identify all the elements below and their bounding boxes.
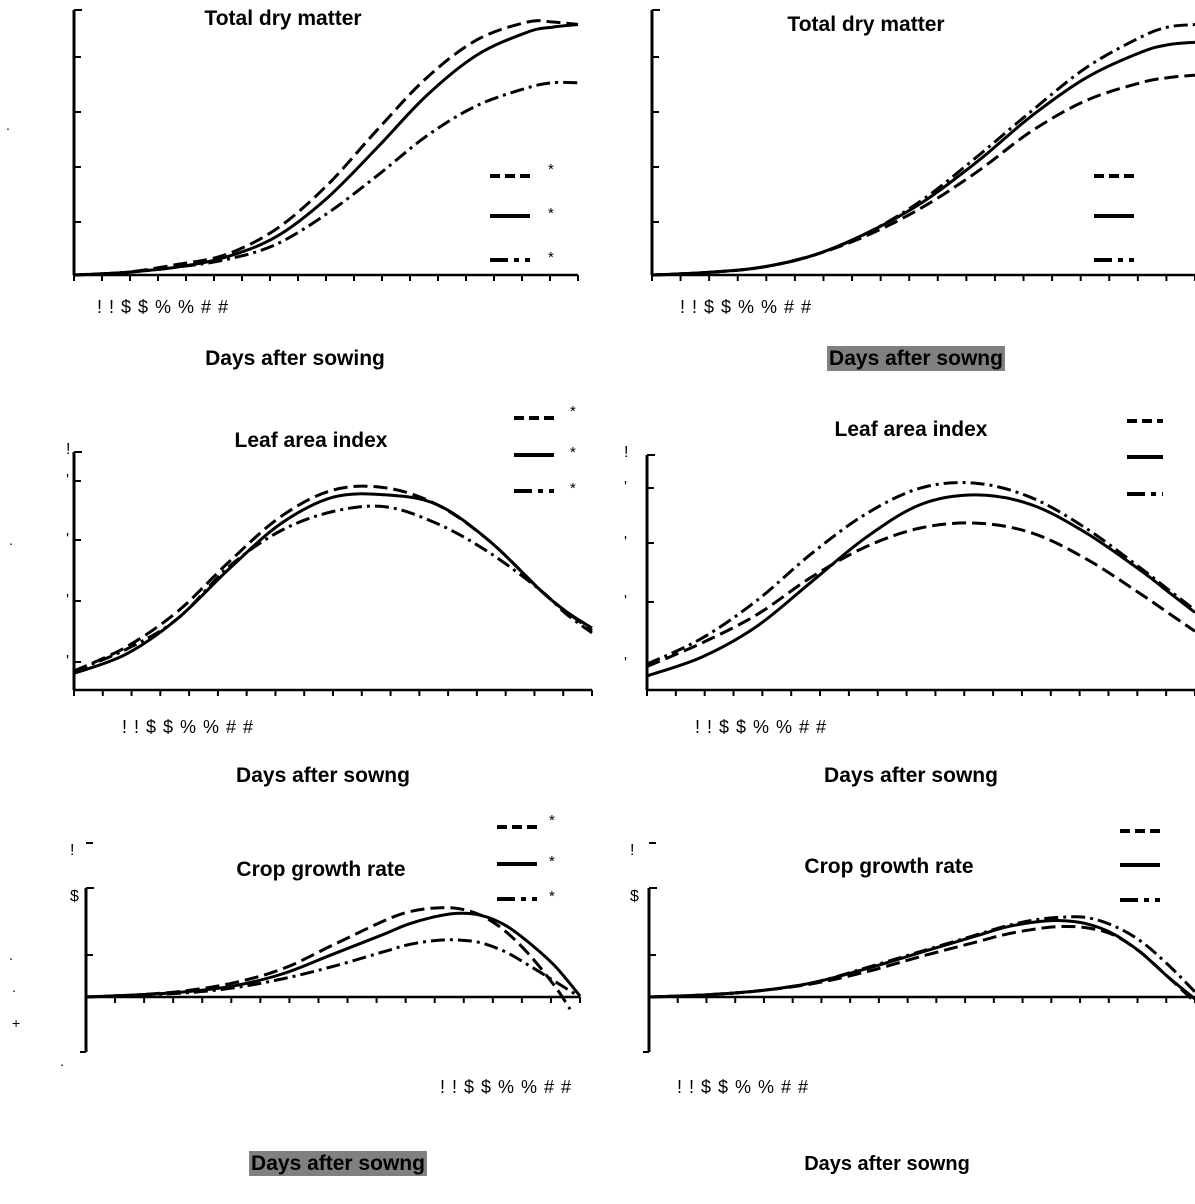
chart-panel-3: ! ' ' ' ' Leaf area index ! ! $ $ % % # # Days … — [66, 403, 593, 787]
y-tick-label: ' — [66, 472, 69, 489]
series-line-dashed — [73, 484, 593, 673]
stray-mark: . — [9, 947, 13, 963]
y-tick-label: ! — [630, 842, 634, 859]
stray-mark: . — [12, 979, 16, 995]
x-axis-label-highlight — [827, 346, 1005, 371]
series-line-dashdot — [646, 481, 1195, 666]
series-line-dashdot — [648, 915, 1195, 999]
chart-title: Crop growth rate — [236, 858, 405, 881]
legend-marker: * — [548, 249, 554, 266]
series-line-solid — [651, 40, 1195, 277]
chart-panel-1: Total dry matter ! ! $ $ % % # # Days afte… — [72, 7, 579, 370]
series-line-dashdot — [73, 504, 593, 673]
stray-mark: . — [9, 532, 13, 548]
x-axis-label: Days after sowng — [251, 1152, 425, 1175]
series-line-solid — [73, 23, 579, 277]
stray-marks: .... +. — [6, 117, 64, 1069]
series-line-dashdot — [73, 80, 579, 277]
legend-marker: * — [549, 853, 555, 870]
series-line-solid — [646, 493, 1195, 678]
x-tick-labels: ! ! $ $ % % # # — [695, 717, 827, 737]
chart-title: Leaf area index — [235, 429, 388, 452]
series-line-dashed — [85, 906, 572, 1011]
y-tick-label: ! — [624, 444, 628, 461]
x-axis-label: Days after sowng — [829, 347, 1003, 370]
legend-marker: * — [570, 480, 576, 497]
x-tick-labels: ! ! $ $ % % # # — [680, 297, 812, 317]
x-tick-labels: ! ! $ $ % % # # — [97, 297, 229, 317]
chart-panel-2: Total dry matter ! ! $ $ % % # # Days afte… — [650, 9, 1195, 371]
chart-title: Leaf area index — [835, 418, 988, 441]
legend-marker: * — [549, 888, 555, 905]
y-tick-label: ' — [624, 593, 627, 610]
stray-mark: . — [60, 1053, 64, 1069]
series-line-dashdot — [85, 938, 581, 999]
series-line-solid — [648, 918, 1195, 1001]
chart-title: Total dry matter — [787, 13, 944, 36]
stray-mark: . — [6, 117, 10, 133]
chart-title: Total dry matter — [204, 7, 361, 30]
series-line-dashed — [73, 19, 579, 277]
chart-panel-5: $! Crop growth rate ! ! $ $ % % # # Days af… — [70, 812, 582, 1176]
series-line-dashed — [646, 521, 1195, 668]
y-tick-label: ' — [624, 534, 627, 551]
legend-marker: * — [548, 205, 554, 222]
y-tick-label: ! — [70, 842, 74, 859]
series-line-solid — [73, 492, 593, 675]
x-axis-label: Days after sowng — [824, 764, 998, 787]
chart-panel-4: ! ' ' ' ' Leaf area index ! ! $ $ % % # # Days … — [624, 418, 1195, 787]
stray-mark: + — [12, 1015, 20, 1031]
y-tick-label: ' — [66, 653, 69, 670]
panels-layer: Total dry matter ! ! $ $ % % # # Days afte… — [66, 7, 1195, 1176]
y-tick-label: $ — [70, 888, 79, 905]
y-tick-label: ' — [66, 592, 69, 609]
x-axis-label: Days after sowng — [236, 764, 410, 787]
x-axis-label-highlight — [249, 1151, 427, 1176]
x-tick-labels: ! ! $ $ % % # # — [677, 1077, 809, 1097]
y-tick-label: ! — [66, 441, 70, 458]
series-line-dashdot — [651, 23, 1195, 277]
x-axis-label: Days after sowng — [804, 1153, 970, 1175]
x-tick-labels: ! ! $ $ % % # # — [122, 717, 254, 737]
legend-marker: * — [548, 161, 554, 178]
legend-marker: * — [570, 444, 576, 461]
legend-marker: * — [549, 812, 555, 829]
y-tick-label: ' — [66, 531, 69, 548]
x-tick-labels: ! ! $ $ % % # # — [440, 1077, 572, 1097]
series-line-dashed — [648, 924, 1195, 1004]
series-line-solid — [85, 911, 582, 999]
legend-marker: * — [570, 403, 576, 420]
y-tick-label: ' — [624, 655, 627, 672]
chart-title: Crop growth rate — [804, 855, 973, 878]
y-tick-label: ' — [624, 479, 627, 496]
x-axis-label: Days after sowing — [205, 347, 385, 370]
chart-panel-6: $! Crop growth rate ! ! $ $ % % # # Days af… — [630, 829, 1195, 1175]
y-tick-label: $ — [630, 888, 639, 905]
